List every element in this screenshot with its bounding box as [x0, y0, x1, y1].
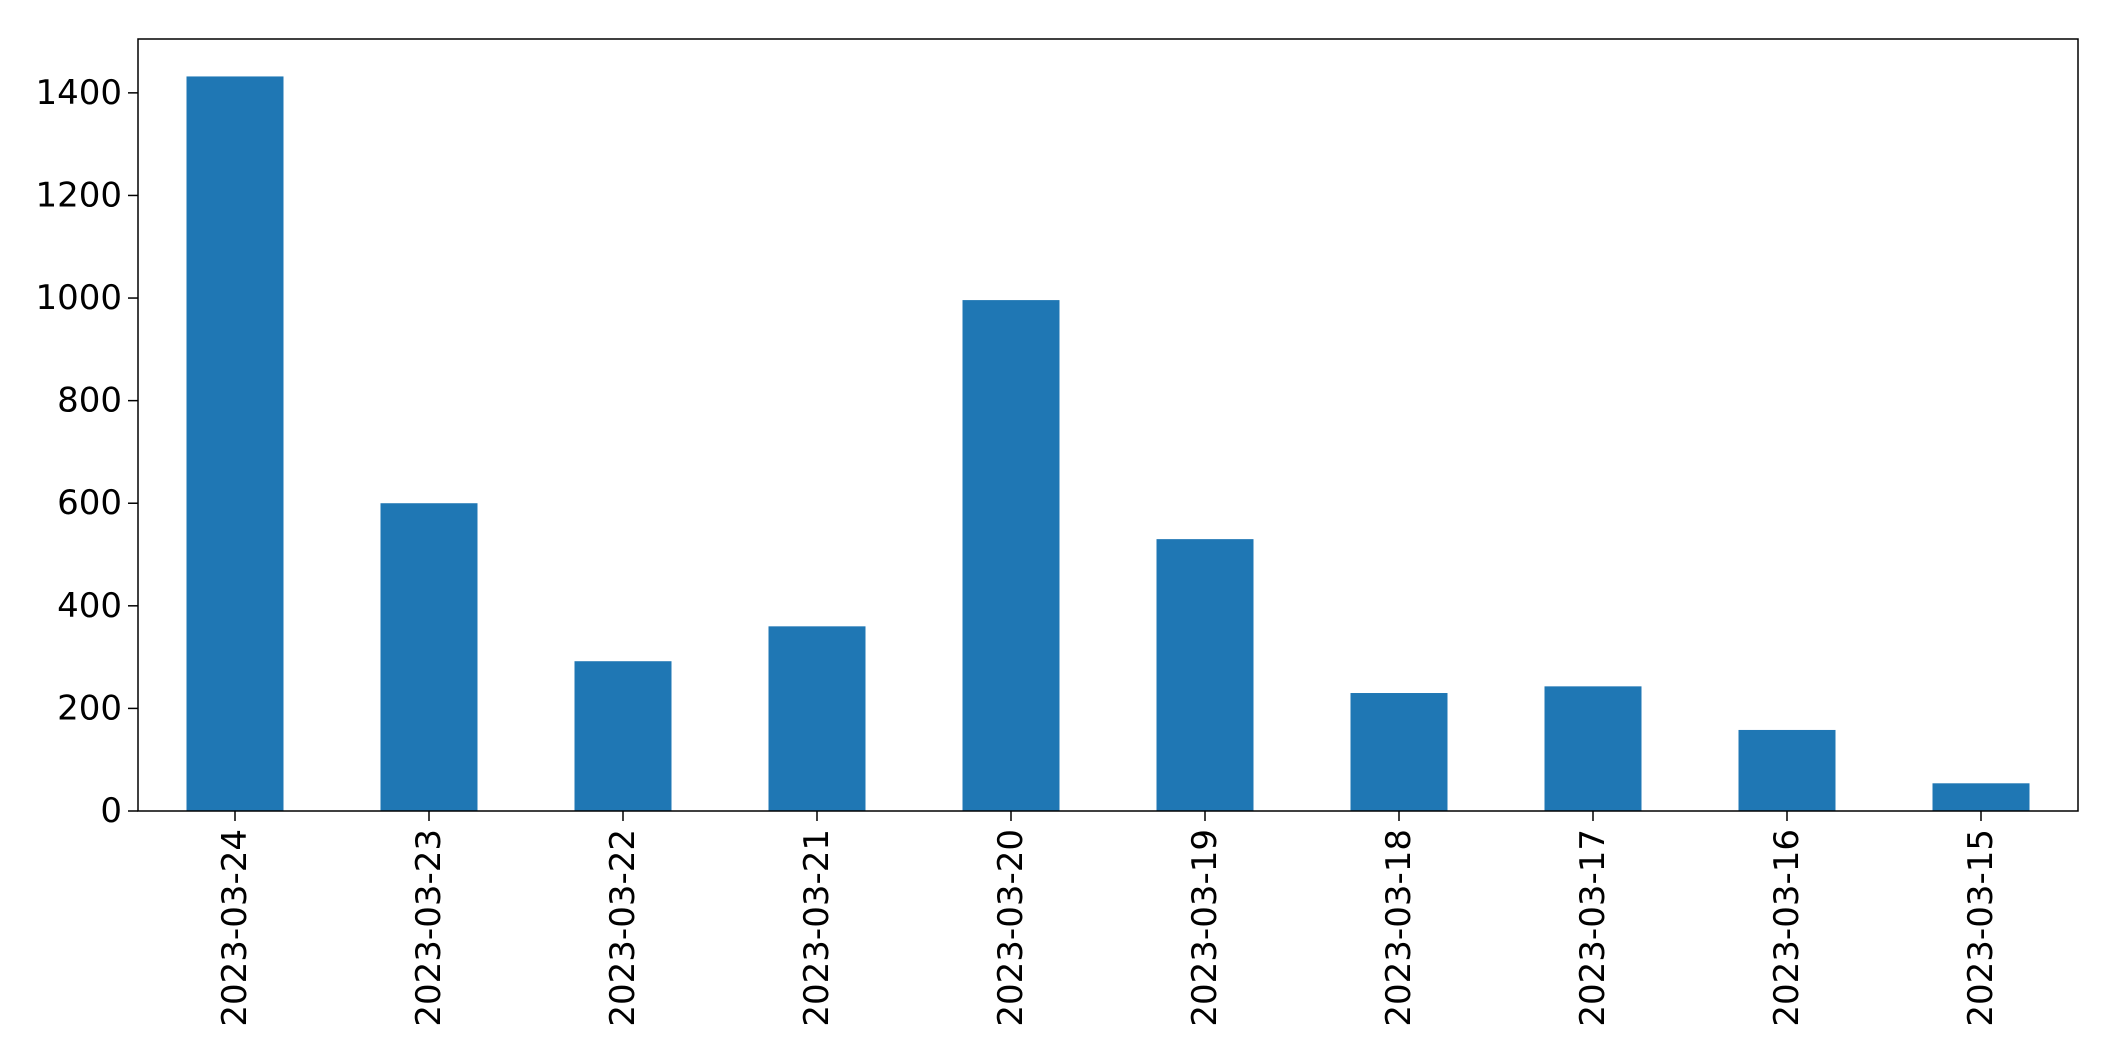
bar-2023-03-19	[1156, 539, 1254, 811]
x-tick-label: 2023-03-23	[409, 829, 449, 1027]
x-tick-label: 2023-03-20	[991, 829, 1031, 1027]
x-tick-label: 2023-03-19	[1185, 829, 1225, 1027]
y-tick-label: 200	[57, 688, 122, 728]
x-tick-label: 2023-03-22	[603, 829, 643, 1027]
y-tick-label: 1200	[35, 175, 122, 215]
bar-2023-03-23	[380, 503, 478, 811]
plot-frame	[137, 38, 2079, 812]
bar-2023-03-15	[1932, 783, 2030, 811]
y-tick-label: 1000	[35, 278, 122, 318]
bar-2023-03-24	[186, 76, 284, 811]
x-tick-label: 2023-03-18	[1379, 829, 1419, 1027]
bar-2023-03-18	[1350, 693, 1448, 811]
y-tick-label: 0	[100, 791, 122, 831]
x-tick-label: 2023-03-15	[1961, 829, 2001, 1027]
bars-group	[186, 76, 2030, 811]
bar-2023-03-20	[962, 300, 1060, 811]
bar-2023-03-21	[768, 626, 866, 811]
bar-2023-03-22	[574, 661, 672, 811]
x-tick-label: 2023-03-17	[1573, 829, 1613, 1027]
bar-2023-03-16	[1738, 729, 1836, 811]
bar-2023-03-17	[1544, 686, 1642, 811]
y-tick-label: 400	[57, 586, 122, 626]
y-tick-label: 600	[57, 483, 122, 523]
x-axis: 2023-03-24 2023-03-23 2023-03-22 2023-03-21…	[215, 811, 2001, 1027]
y-axis: 0 200 400 600 800 1000 1200 1400	[35, 73, 138, 831]
x-tick-label: 2023-03-21	[797, 829, 837, 1027]
y-tick-label: 800	[57, 381, 122, 421]
x-tick-label: 2023-03-24	[215, 829, 255, 1027]
y-tick-label: 1400	[35, 73, 122, 113]
x-tick-label: 2023-03-16	[1767, 829, 1807, 1027]
